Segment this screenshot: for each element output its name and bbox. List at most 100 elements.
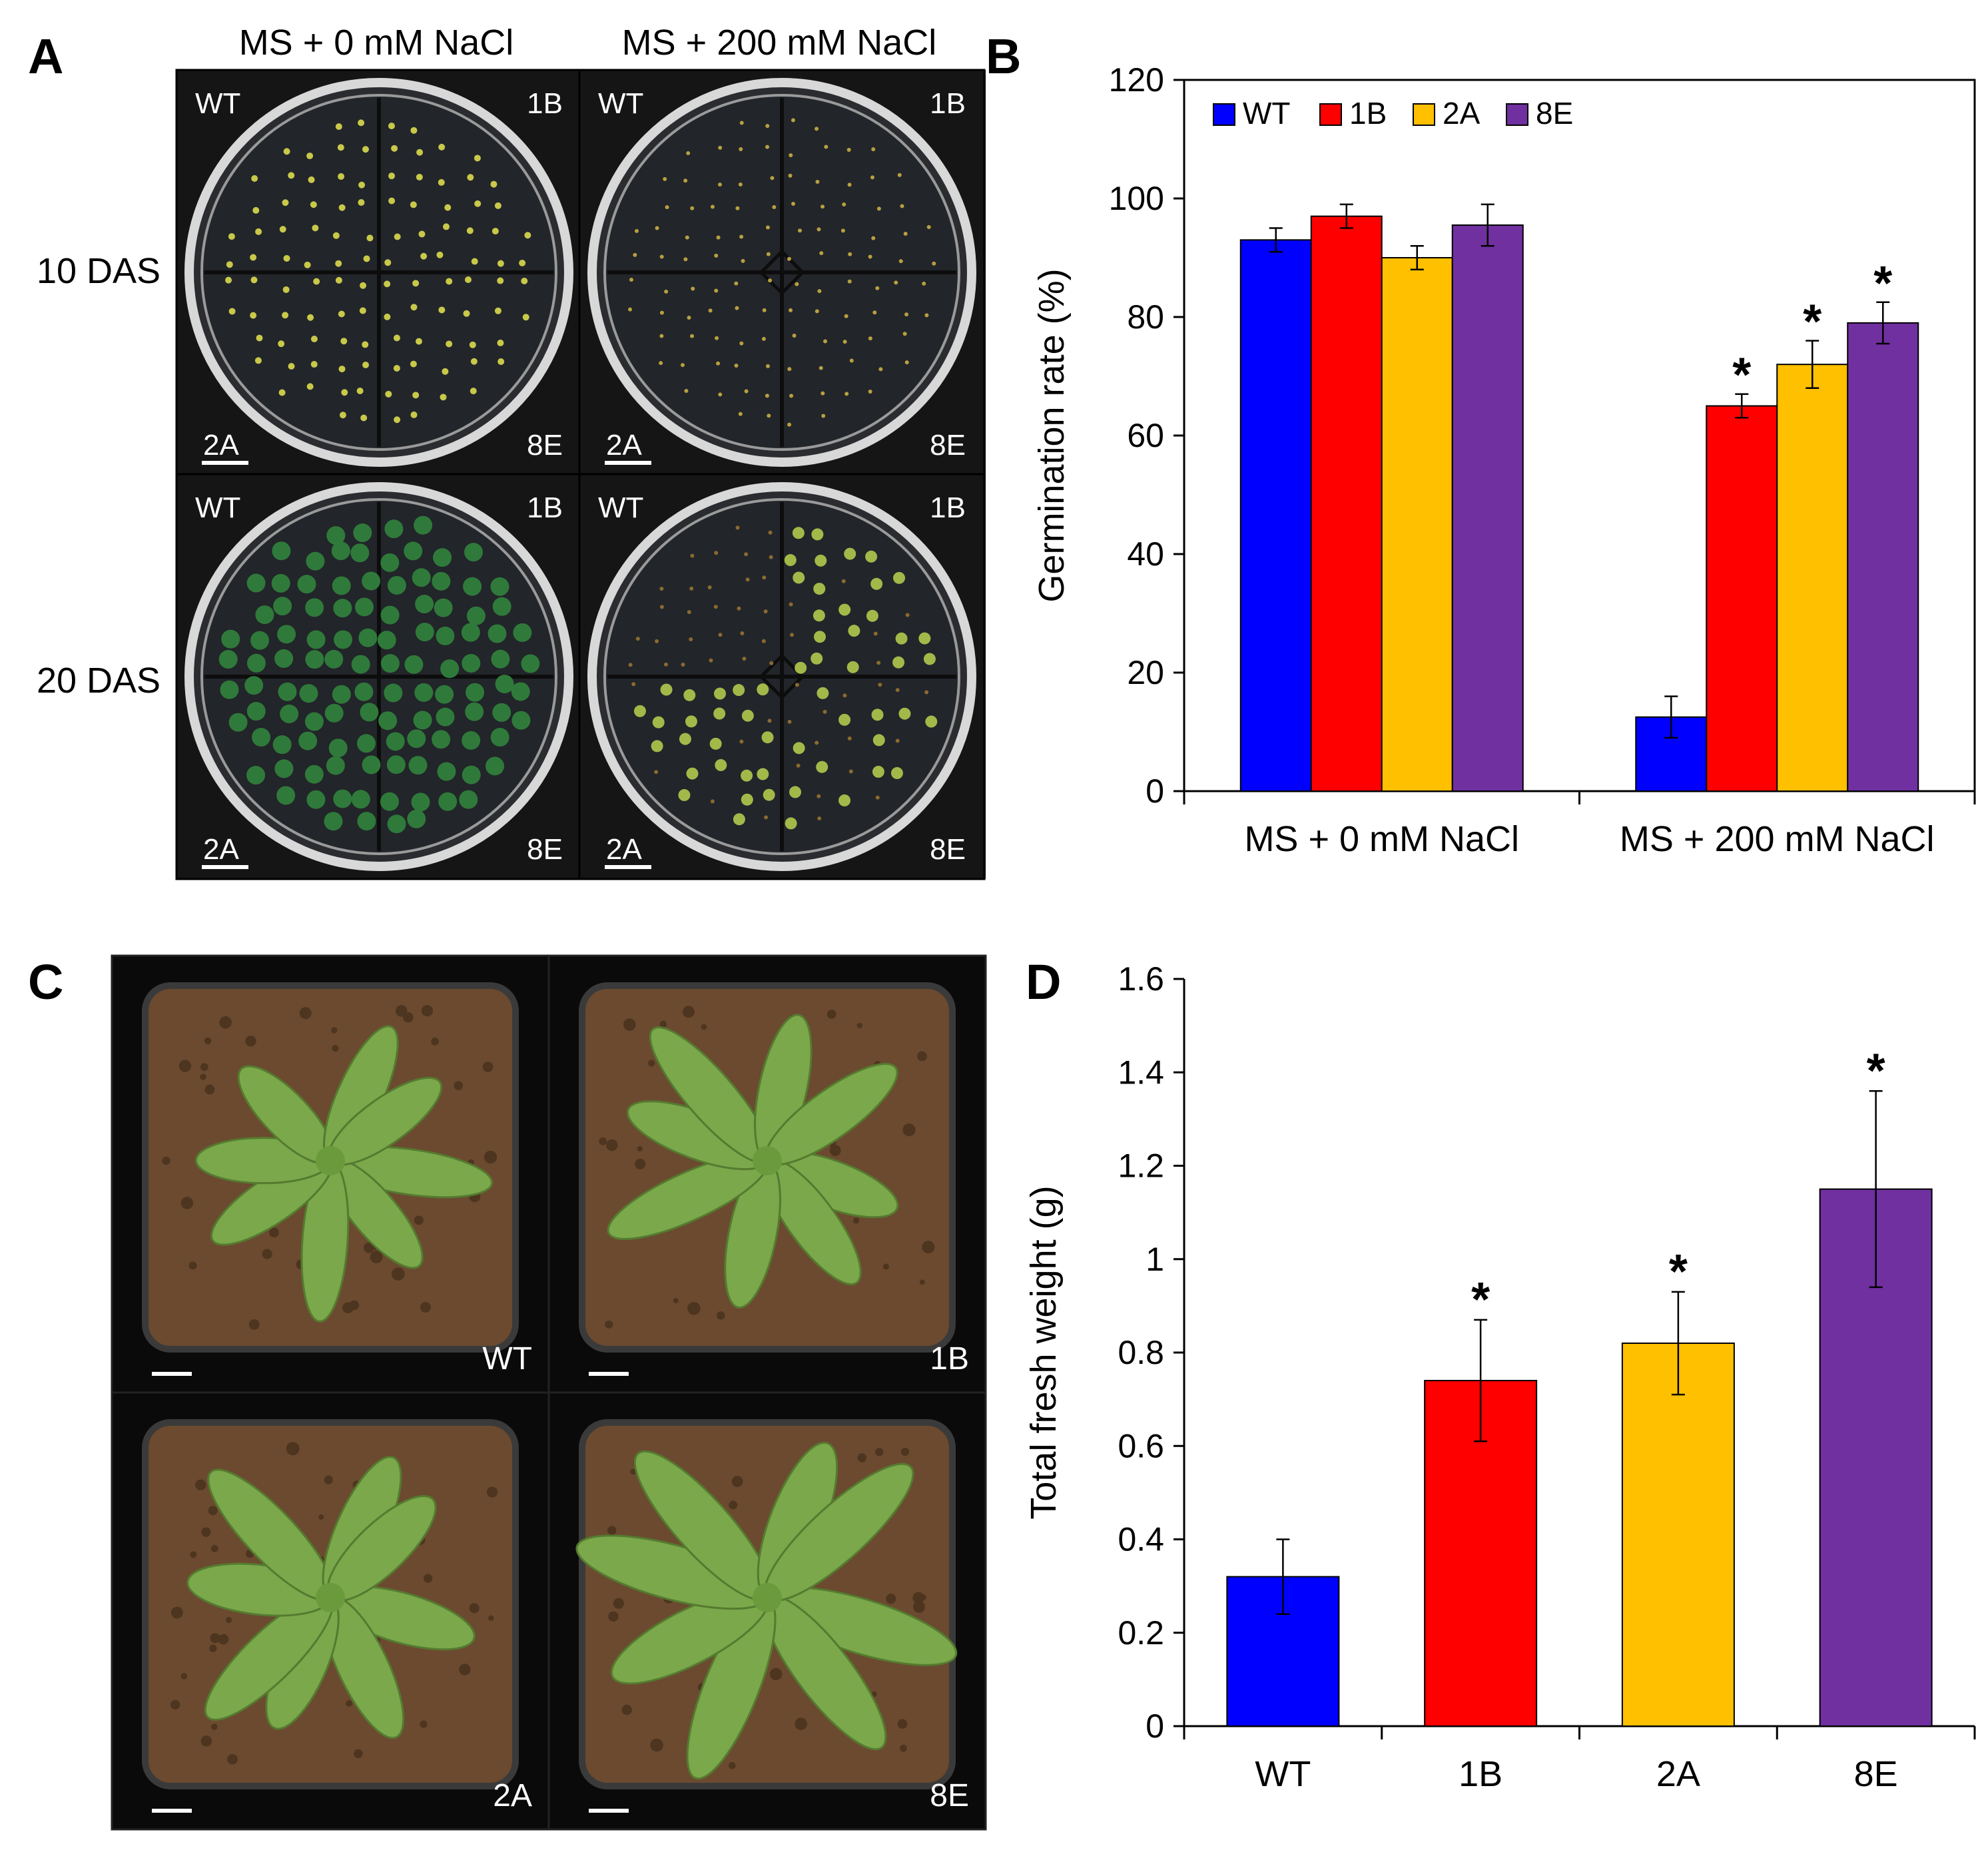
seedling <box>785 817 797 830</box>
seed <box>823 709 827 714</box>
seedling <box>866 609 878 622</box>
seedling <box>358 181 366 188</box>
soil-texture <box>170 1606 183 1619</box>
seedling <box>900 204 904 208</box>
soil-texture <box>484 1150 497 1164</box>
seedling <box>926 224 931 229</box>
seedling <box>324 703 344 723</box>
legend-swatch-1B <box>1319 103 1342 126</box>
seedling <box>844 392 849 396</box>
seedling <box>410 127 418 134</box>
seedling <box>815 554 827 567</box>
seed <box>815 741 819 745</box>
seedling <box>337 144 344 151</box>
seedling <box>690 206 695 210</box>
seed <box>817 816 822 820</box>
seedling <box>815 180 820 184</box>
seedling <box>434 598 453 617</box>
seedling <box>821 391 825 396</box>
soil-texture <box>226 1616 232 1624</box>
seedling <box>464 543 483 562</box>
seedling <box>819 251 824 256</box>
pot-label: 2A <box>493 1778 532 1813</box>
seedling <box>894 280 898 285</box>
seedling <box>757 768 769 780</box>
soil-texture <box>245 1036 256 1047</box>
plate-label: 8E <box>527 429 563 462</box>
seedling <box>846 148 851 153</box>
seedling <box>440 394 447 401</box>
seedling <box>305 598 324 617</box>
seedling <box>795 282 799 286</box>
seedling <box>437 762 456 781</box>
seed <box>718 633 723 637</box>
seedling <box>435 685 454 704</box>
seedling <box>925 715 938 728</box>
seed <box>875 795 880 800</box>
panel-a-col-header-0: MS + 0 mM NaCl <box>239 23 514 63</box>
seedling <box>739 147 743 152</box>
seedling <box>687 315 691 320</box>
seedling <box>495 675 514 694</box>
plate-label: 8E <box>930 429 966 462</box>
seedling <box>735 206 740 210</box>
seedling <box>416 173 423 180</box>
seedling <box>787 256 792 261</box>
soil-texture <box>902 1123 916 1137</box>
seedling <box>338 204 346 211</box>
seedling <box>333 789 352 808</box>
seed <box>742 657 747 661</box>
seedling <box>922 281 926 286</box>
y-tick-label: 0.8 <box>1118 1334 1164 1371</box>
seedling <box>690 334 695 338</box>
seedling <box>815 127 819 131</box>
seedling <box>770 176 775 180</box>
seedling <box>414 683 434 702</box>
soil-texture <box>795 1717 807 1730</box>
seedling <box>308 176 315 183</box>
seedling <box>765 124 770 129</box>
soil-texture <box>856 1022 862 1029</box>
seedling <box>486 757 505 776</box>
seedling <box>470 358 478 365</box>
seedling <box>686 767 699 780</box>
seedling <box>817 227 821 232</box>
significance-star: * <box>1471 1273 1490 1327</box>
seedling <box>715 759 727 771</box>
seedling <box>684 388 689 393</box>
seedling <box>393 364 400 372</box>
seedling <box>438 792 458 811</box>
pot-1B: 1B <box>547 954 987 1394</box>
soil-texture <box>421 1005 434 1017</box>
soil-texture <box>363 1242 374 1253</box>
seedling <box>360 282 367 289</box>
seedling <box>358 628 378 647</box>
seedling <box>497 277 504 284</box>
bar-1B <box>1310 215 1383 792</box>
soil-texture <box>420 1720 428 1728</box>
soil-texture <box>218 1634 229 1645</box>
seedling <box>366 234 374 242</box>
soil-texture <box>324 1475 333 1484</box>
seedling <box>918 632 931 645</box>
soil-texture <box>912 1592 924 1604</box>
seedling <box>410 201 417 208</box>
seedling <box>446 278 453 285</box>
seedling <box>497 339 504 346</box>
seedling <box>415 595 434 614</box>
pot-8E: 8E <box>547 1391 987 1831</box>
legend-label-WT: WT <box>1243 96 1291 131</box>
soil-texture <box>650 1738 663 1752</box>
seedling <box>651 740 663 753</box>
panel-d-letter: D <box>1026 954 1061 1010</box>
seedling <box>744 389 749 394</box>
seedling <box>633 252 637 257</box>
plate-label: WT <box>195 491 240 524</box>
seedling <box>714 288 719 293</box>
seedling <box>633 705 646 717</box>
seedling <box>360 414 368 422</box>
soil-texture <box>482 1062 494 1072</box>
seedling <box>466 683 485 702</box>
seedling <box>679 733 691 745</box>
seedling <box>254 357 262 364</box>
